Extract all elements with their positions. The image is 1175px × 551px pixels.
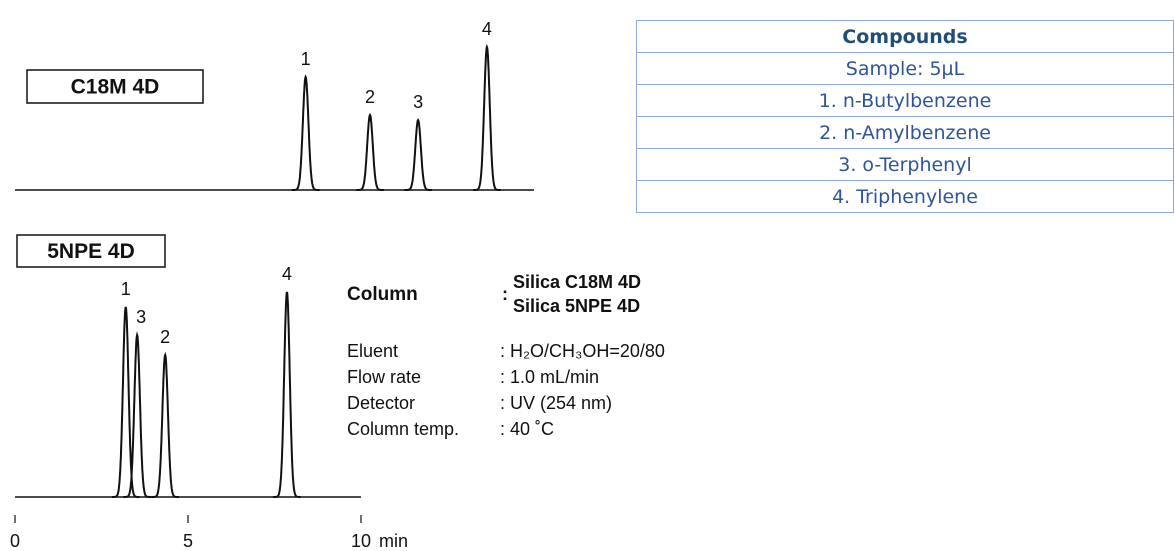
column-colon: : — [502, 284, 508, 304]
table-cell: 2. n-Amylbenzene — [636, 116, 1174, 149]
title-box — [16, 234, 166, 268]
title-box — [26, 69, 204, 104]
table-cell: Compounds — [636, 20, 1174, 53]
condition-value: : H₂O/CH₃OH=20/80 — [500, 341, 665, 361]
peak-label: 3 — [136, 307, 146, 327]
peak — [273, 291, 301, 498]
peak-label: 4 — [282, 264, 292, 284]
conditions: Column: Silica C18M 4D Silica 5NPE 4D Eluen… — [347, 268, 767, 448]
x-tick-label: 5 — [183, 531, 193, 551]
peak — [151, 351, 179, 498]
table-row: 3. o-Terphenyl — [636, 148, 1174, 181]
table-cell: 3. o-Terphenyl — [636, 148, 1174, 181]
table-row: 1. n-Butylbenzene — [636, 84, 1174, 117]
column-label: Column — [347, 284, 418, 305]
peak-label: 4 — [482, 19, 492, 39]
table-row: Compounds — [636, 20, 1174, 53]
compounds-table: Compounds Sample: 5µL 1. n-Butylbenzene 2. … — [636, 20, 1174, 213]
table-row: 4. Triphenylene — [636, 180, 1174, 213]
peak-label: 2 — [365, 87, 375, 107]
x-tick-label: 0 — [10, 531, 20, 551]
condition-label: Detector — [347, 393, 416, 413]
table-row: Sample: 5µL — [636, 52, 1174, 85]
table-cell: Sample: 5µL — [636, 52, 1174, 85]
chart-title: C18M 4D — [71, 76, 160, 99]
condition-value: : UV (254 nm) — [500, 393, 613, 413]
peak — [473, 43, 501, 191]
column-value: Silica 5NPE 4D — [513, 296, 641, 316]
table-cell: 4. Triphenylene — [636, 180, 1174, 213]
peak — [111, 306, 140, 498]
peak-label: 1 — [301, 49, 311, 69]
peak — [123, 331, 151, 498]
table-cell: 1. n-Butylbenzene — [636, 84, 1174, 117]
condition-value: : 1.0 mL/min — [500, 367, 600, 387]
peak-label: 1 — [121, 279, 131, 299]
peak — [356, 112, 384, 191]
condition-label: Flow rate — [347, 367, 422, 387]
peak — [404, 118, 432, 191]
condition-value: : 40 ˚C — [500, 419, 555, 439]
condition-label: Column temp. — [347, 419, 460, 439]
chart-title: 5NPE 4D — [47, 240, 135, 263]
peak — [291, 74, 320, 191]
peak-label: 2 — [160, 327, 170, 347]
column-value: Silica C18M 4D — [513, 272, 642, 292]
table-row: 2. n-Amylbenzene — [636, 116, 1174, 149]
x-tick-label: 10 — [351, 531, 371, 551]
condition-label: Eluent — [347, 341, 399, 361]
x-axis-label: min — [379, 531, 408, 551]
peak-label: 3 — [413, 92, 423, 112]
